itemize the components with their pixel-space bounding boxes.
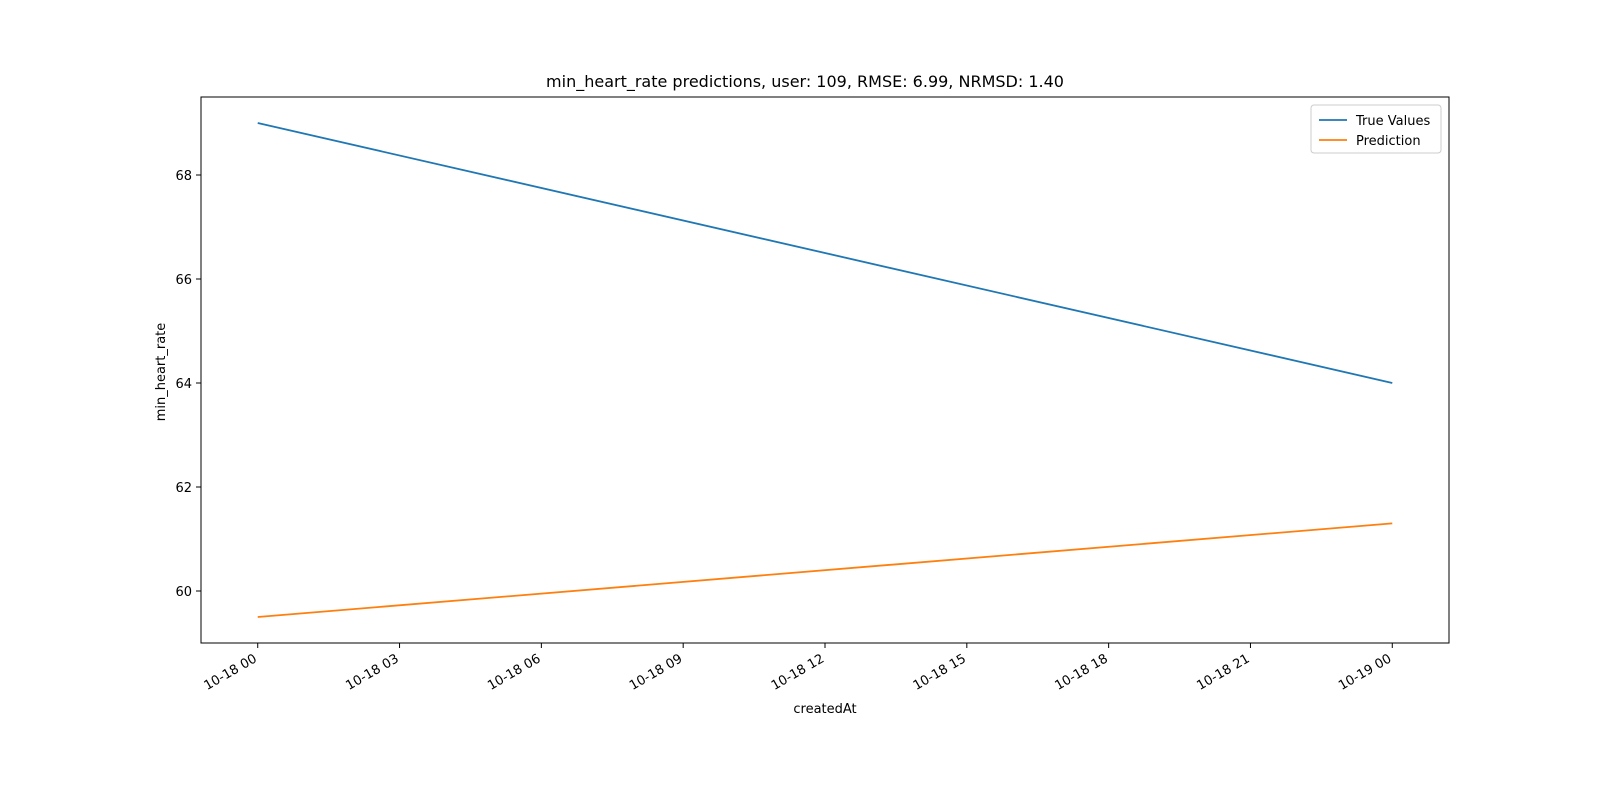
chart-title: min_heart_rate predictions, user: 109, R… bbox=[546, 72, 1064, 92]
x-tick-label-4: 10-18 12 bbox=[769, 651, 827, 693]
series-line-1 bbox=[257, 522, 1393, 618]
x-tick-label-1: 10-18 03 bbox=[343, 651, 401, 693]
y-axis: 60 62 64 66 68 bbox=[175, 169, 201, 600]
legend: True Values Prediction bbox=[1310, 104, 1442, 154]
series-layer bbox=[257, 122, 1393, 618]
legend-label-1: Prediction bbox=[1356, 134, 1421, 149]
series-line-0 bbox=[257, 122, 1393, 384]
x-tick-label-7: 10-18 21 bbox=[1194, 651, 1252, 693]
x-axis: 10-18 00 10-18 03 10-18 06 10-18 09 10-18 12… bbox=[202, 643, 1394, 694]
x-tick-label-8: 10-19 00 bbox=[1336, 651, 1394, 693]
y-axis-label: min_heart_rate bbox=[154, 323, 169, 422]
x-tick-label-6: 10-18 18 bbox=[1053, 651, 1111, 693]
x-tick-label-2: 10-18 06 bbox=[485, 651, 543, 693]
y-tick-label-1: 62 bbox=[175, 481, 192, 496]
x-tick-label-0: 10-18 00 bbox=[202, 651, 260, 693]
legend-box bbox=[1310, 104, 1442, 154]
x-axis-label: createdAt bbox=[793, 702, 856, 717]
y-tick-label-2: 64 bbox=[175, 377, 192, 392]
legend-label-0: True Values bbox=[1355, 114, 1430, 129]
y-tick-label-0: 60 bbox=[175, 585, 192, 600]
y-tick-label-4: 68 bbox=[175, 169, 192, 184]
y-tick-label-3: 66 bbox=[175, 273, 192, 288]
x-tick-label-5: 10-18 15 bbox=[911, 651, 969, 693]
plot-area bbox=[200, 96, 1450, 644]
x-tick-label-3: 10-18 09 bbox=[627, 651, 685, 693]
